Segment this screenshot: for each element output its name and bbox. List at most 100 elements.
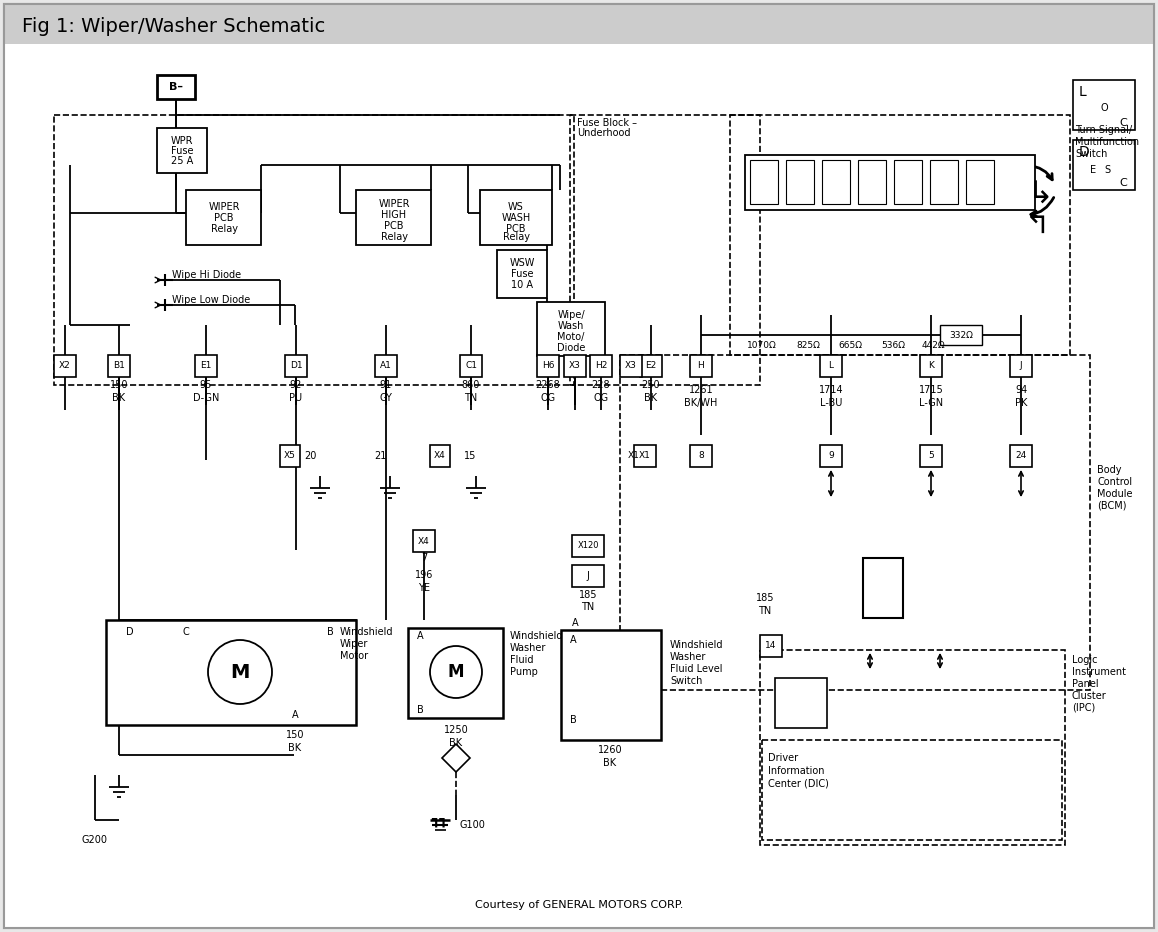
- Bar: [3, 4, 1155, 44]
- Bar: [930, 160, 958, 204]
- Text: 9: 9: [828, 451, 834, 460]
- Text: 14: 14: [765, 641, 777, 651]
- Text: 150: 150: [110, 380, 129, 390]
- Text: 250: 250: [642, 380, 660, 390]
- Bar: [537, 355, 559, 377]
- Text: 196: 196: [415, 570, 433, 580]
- Text: 92: 92: [290, 380, 302, 390]
- Text: Turn Signal/: Turn Signal/: [1075, 125, 1133, 135]
- Text: 94: 94: [1014, 385, 1027, 395]
- Text: A: A: [570, 635, 577, 645]
- Bar: [1010, 445, 1032, 467]
- Text: 1715: 1715: [918, 385, 944, 395]
- Text: 1250: 1250: [444, 725, 468, 735]
- Bar: [863, 558, 903, 618]
- Text: X2: X2: [59, 362, 71, 371]
- Text: WPR: WPR: [170, 136, 193, 146]
- Bar: [54, 355, 76, 377]
- Text: 1070Ω: 1070Ω: [747, 340, 777, 350]
- Text: X1: X1: [639, 451, 651, 460]
- Text: Windshield: Windshield: [340, 627, 394, 637]
- Text: BK: BK: [112, 393, 125, 403]
- Text: 20: 20: [303, 451, 316, 461]
- Bar: [820, 445, 842, 467]
- Bar: [919, 445, 941, 467]
- Text: BK: BK: [449, 738, 462, 748]
- Bar: [690, 445, 712, 467]
- Circle shape: [208, 640, 272, 704]
- Text: B1: B1: [113, 362, 125, 371]
- Text: X3: X3: [569, 362, 581, 371]
- Text: BK: BK: [645, 393, 658, 403]
- Text: ↳: ↳: [1027, 181, 1053, 210]
- Text: C: C: [183, 627, 190, 637]
- Text: A: A: [572, 618, 578, 628]
- Text: Instrument: Instrument: [1072, 667, 1126, 677]
- Bar: [1073, 80, 1135, 130]
- Text: K: K: [928, 362, 935, 371]
- Bar: [760, 635, 782, 657]
- Text: ↰: ↰: [1025, 211, 1050, 240]
- Text: PCB: PCB: [214, 213, 234, 223]
- Text: PCB: PCB: [384, 221, 404, 231]
- Text: 95: 95: [200, 380, 212, 390]
- Bar: [760, 650, 1065, 845]
- Bar: [570, 115, 760, 385]
- Text: Body: Body: [1097, 465, 1121, 475]
- Text: Underhood: Underhood: [577, 128, 630, 138]
- Bar: [640, 355, 662, 377]
- Text: ┓┓: ┓┓: [432, 813, 448, 827]
- Text: Washer: Washer: [510, 643, 547, 653]
- Text: O: O: [1100, 103, 1108, 113]
- Text: 150: 150: [286, 730, 305, 740]
- Text: E2: E2: [645, 362, 657, 371]
- Bar: [186, 190, 261, 245]
- Text: 825Ω: 825Ω: [796, 340, 820, 350]
- Bar: [572, 535, 604, 557]
- Bar: [280, 445, 300, 467]
- Text: 185: 185: [579, 590, 598, 600]
- Text: 91: 91: [380, 380, 393, 390]
- Text: Pump: Pump: [510, 667, 537, 677]
- Text: 536Ω: 536Ω: [881, 340, 906, 350]
- Bar: [786, 160, 814, 204]
- Text: BK: BK: [603, 758, 616, 768]
- Bar: [537, 302, 604, 356]
- Bar: [460, 355, 482, 377]
- Text: Wipe/: Wipe/: [557, 310, 585, 320]
- Bar: [940, 325, 982, 345]
- Text: B: B: [570, 715, 577, 725]
- Text: L-BU: L-BU: [820, 398, 842, 408]
- Text: TN: TN: [581, 602, 594, 612]
- Bar: [157, 128, 207, 173]
- Text: A: A: [292, 710, 299, 720]
- Text: X4: X4: [434, 451, 446, 460]
- Text: 21: 21: [374, 451, 386, 461]
- Bar: [745, 155, 1035, 210]
- Text: TN: TN: [758, 606, 771, 616]
- Text: Center (DIC): Center (DIC): [768, 779, 829, 789]
- Text: D: D: [126, 627, 134, 637]
- Text: 1261: 1261: [689, 385, 713, 395]
- Bar: [108, 355, 130, 377]
- Text: D: D: [1079, 145, 1090, 159]
- Text: 665Ω: 665Ω: [838, 340, 862, 350]
- Bar: [1010, 355, 1032, 377]
- Text: (IPC): (IPC): [1072, 703, 1095, 713]
- Text: Cluster: Cluster: [1072, 691, 1107, 701]
- Text: 860: 860: [462, 380, 481, 390]
- Bar: [285, 355, 307, 377]
- Text: OG: OG: [593, 393, 609, 403]
- Text: Windshield: Windshield: [510, 631, 564, 641]
- Text: (BCM): (BCM): [1097, 501, 1127, 511]
- Text: Relay: Relay: [381, 232, 408, 242]
- Text: M: M: [448, 663, 464, 681]
- Bar: [750, 160, 778, 204]
- Text: Diode: Diode: [557, 343, 585, 353]
- Bar: [481, 190, 552, 245]
- Text: Switch: Switch: [1075, 149, 1107, 159]
- Bar: [408, 628, 503, 718]
- Bar: [858, 160, 886, 204]
- Text: Panel: Panel: [1072, 679, 1099, 689]
- Bar: [762, 740, 1062, 840]
